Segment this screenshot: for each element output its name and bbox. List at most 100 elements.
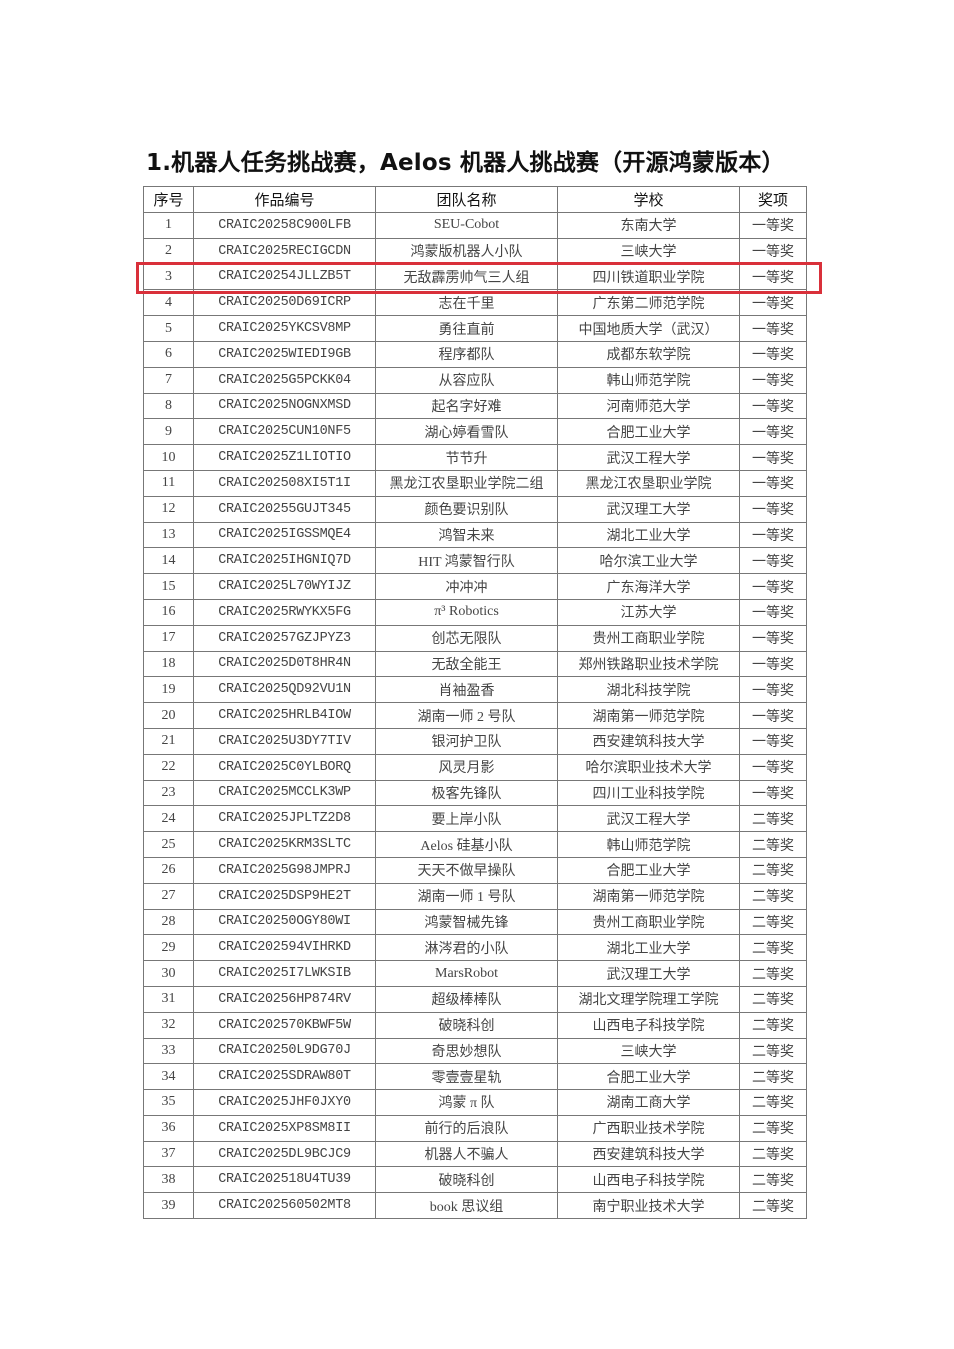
- table-row: 6 CRAIC2025WIEDI9GB 程序都队 成都东软学院 一等奖: [143, 340, 807, 368]
- school-cell: 合肥工业大学: [557, 418, 740, 446]
- table-row: 10 CRAIC2025Z1LIOTIO 节节升 武汉工程大学 一等奖: [143, 444, 807, 471]
- award-cell: 一等奖: [739, 624, 807, 652]
- award-cell: 一等奖: [739, 753, 807, 781]
- award-cell: 一等奖: [739, 598, 807, 626]
- entry-code-cell: CRAIC2025JPLTZ2D8: [193, 805, 376, 833]
- table-row: 31 CRAIC20256HP874RV 超级棒棒队 湖北文理学院理工学院 二等奖: [143, 985, 807, 1013]
- team-name-cell: HIT 鸿蒙智行队: [375, 547, 558, 575]
- index-cell: 27: [143, 882, 194, 910]
- team-name-cell: 鸿蒙智械先锋: [375, 908, 558, 936]
- entry-code-cell: CRAIC2025I7LWKSIB: [193, 960, 376, 987]
- entry-code-cell: CRAIC2025QD92VU1N: [193, 676, 376, 704]
- award-cell: 一等奖: [739, 340, 807, 368]
- school-cell: 武汉工程大学: [557, 444, 740, 471]
- team-name-cell: MarsRobot: [375, 960, 558, 987]
- award-cell: 一等奖: [739, 469, 807, 497]
- index-cell: 2: [143, 237, 194, 265]
- table-row: 36 CRAIC2025XP8SM8II 前行的后浪队 广西职业技术学院 二等奖: [143, 1114, 807, 1142]
- team-name-cell: 前行的后浪队: [375, 1114, 558, 1142]
- entry-code-cell: CRAIC2025XP8SM8II: [193, 1114, 376, 1142]
- entry-code-cell: CRAIC2025G5PCKK04: [193, 366, 376, 394]
- school-cell: 西安建筑科技大学: [557, 727, 740, 755]
- entry-code-cell: CRAIC20256HP874RV: [193, 985, 376, 1013]
- entry-code-cell: CRAIC2025L70WYIJZ: [193, 573, 376, 600]
- entry-code-cell: CRAIC20255GUJT345: [193, 495, 376, 523]
- team-name-cell: 创芯无限队: [375, 624, 558, 652]
- table-row: 17 CRAIC20257GZJPYZ3 创芯无限队 贵州工商职业学院 一等奖: [143, 624, 807, 652]
- team-name-cell: 颜色要识别队: [375, 495, 558, 523]
- table-row: 18 CRAIC2025D0T8HR4N 无敌全能王 郑州铁路职业技术学院 一等奖: [143, 650, 807, 678]
- team-name-cell: 冲冲冲: [375, 573, 558, 600]
- award-cell: 二等奖: [739, 1037, 807, 1065]
- entry-code-cell: CRAIC2025NOGNXMSD: [193, 392, 376, 420]
- school-cell: 山西电子科技学院: [557, 1011, 740, 1039]
- award-table: 序号 作品编号 团队名称 学校 奖项 1 CRAIC20258C900LFB SEU…: [143, 186, 807, 1220]
- team-name-cell: 超级棒棒队: [375, 985, 558, 1013]
- award-cell: 一等奖: [739, 392, 807, 420]
- team-name-cell: 肖袖盈香: [375, 676, 558, 704]
- entry-code-cell: CRAIC2025C0YLBORQ: [193, 753, 376, 781]
- index-cell: 22: [143, 753, 194, 781]
- entry-code-cell: CRAIC2025YKCSV8MP: [193, 315, 376, 342]
- table-row: 13 CRAIC2025IGSSMQE4 鸿智未来 湖北工业大学 一等奖: [143, 521, 807, 549]
- index-cell: 31: [143, 985, 194, 1013]
- school-cell: 四川铁道职业学院: [557, 263, 740, 291]
- team-name-cell: Aelos 硅基小队: [375, 831, 558, 858]
- table-row: 7 CRAIC2025G5PCKK04 从容应队 韩山师范学院 一等奖: [143, 366, 807, 394]
- index-cell: 35: [143, 1089, 194, 1116]
- award-cell: 一等奖: [739, 547, 807, 575]
- table-row: 8 CRAIC2025NOGNXMSD 起名字好难 河南师范大学 一等奖: [143, 392, 807, 420]
- table-row: 37 CRAIC2025DL9BCJC9 机器人不骗人 西安建筑科技大学 二等奖: [143, 1140, 807, 1168]
- team-name-cell: 无敌霹雳帅气三人组: [375, 263, 558, 291]
- school-cell: 湖南工商大学: [557, 1089, 740, 1116]
- school-cell: 湖南第一师范学院: [557, 702, 740, 729]
- team-name-cell: 起名字好难: [375, 392, 558, 420]
- entry-code-cell: CRAIC2025CUN10NF5: [193, 418, 376, 446]
- table-row: 28 CRAIC20250OGY80WI 鸿蒙智械先锋 贵州工商职业学院 二等奖: [143, 908, 807, 936]
- entry-code-cell: CRAIC20250L9DG70J: [193, 1037, 376, 1065]
- table-row: 16 CRAIC2025RWYKX5FG π³ Robotics 江苏大学 一等奖: [143, 598, 807, 626]
- school-cell: 东南大学: [557, 212, 740, 239]
- award-cell: 二等奖: [739, 831, 807, 858]
- school-cell: 广东第二师范学院: [557, 289, 740, 317]
- school-cell: 郑州铁路职业技术学院: [557, 650, 740, 678]
- table-row: 25 CRAIC2025KRM3SLTC Aelos 硅基小队 韩山师范学院 二等奖: [143, 831, 807, 858]
- index-cell: 1: [143, 212, 194, 239]
- header-index: 序号: [143, 186, 194, 213]
- team-name-cell: π³ Robotics: [375, 598, 558, 626]
- table-row: 23 CRAIC2025MCCLK3WP 极客先锋队 四川工业科技学院 一等奖: [143, 779, 807, 807]
- index-cell: 15: [143, 573, 194, 600]
- table-header-row: 序号 作品编号 团队名称 学校 奖项: [143, 186, 807, 213]
- school-cell: 南宁职业技术大学: [557, 1192, 740, 1220]
- entry-code-cell: CRAIC2025IHGNIQ7D: [193, 547, 376, 575]
- school-cell: 韩山师范学院: [557, 366, 740, 394]
- award-cell: 二等奖: [739, 908, 807, 936]
- entry-code-cell: CRAIC20250D69ICRP: [193, 289, 376, 317]
- award-cell: 二等奖: [739, 1166, 807, 1194]
- document-title: 1.机器人任务挑战赛，Aelos 机器人挑战赛（开源鸿蒙版本）: [146, 150, 785, 176]
- award-cell: 二等奖: [739, 1114, 807, 1142]
- index-cell: 29: [143, 934, 194, 962]
- table-row: 21 CRAIC2025U3DY7TIV 银河护卫队 西安建筑科技大学 一等奖: [143, 727, 807, 755]
- entry-code-cell: CRAIC2025MCCLK3WP: [193, 779, 376, 807]
- index-cell: 17: [143, 624, 194, 652]
- index-cell: 20: [143, 702, 194, 729]
- school-cell: 四川工业科技学院: [557, 779, 740, 807]
- header-school: 学校: [557, 186, 740, 213]
- award-cell: 一等奖: [739, 727, 807, 755]
- table-row: 12 CRAIC20255GUJT345 颜色要识别队 武汉理工大学 一等奖: [143, 495, 807, 523]
- entry-code-cell: CRAIC2025IGSSMQE4: [193, 521, 376, 549]
- team-name-cell: 奇思妙想队: [375, 1037, 558, 1065]
- award-cell: 二等奖: [739, 985, 807, 1013]
- team-name-cell: 淋涔君的小队: [375, 934, 558, 962]
- table-row: 27 CRAIC2025DSP9HE2T 湖南一师 1 号队 湖南第一师范学院 二等奖: [143, 882, 807, 910]
- entry-code-cell: CRAIC2025WIEDI9GB: [193, 340, 376, 368]
- award-cell: 一等奖: [739, 418, 807, 446]
- school-cell: 武汉理工大学: [557, 495, 740, 523]
- award-cell: 一等奖: [739, 779, 807, 807]
- index-cell: 8: [143, 392, 194, 420]
- entry-code-cell: CRAIC20250OGY80WI: [193, 908, 376, 936]
- award-cell: 一等奖: [739, 495, 807, 523]
- index-cell: 14: [143, 547, 194, 575]
- index-cell: 3: [143, 263, 194, 291]
